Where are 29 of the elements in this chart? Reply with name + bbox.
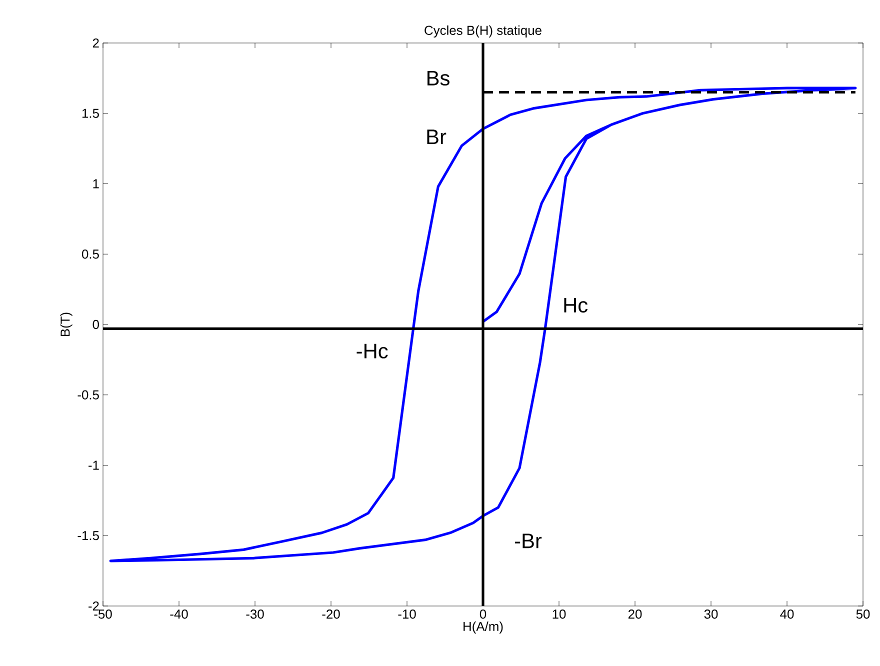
x-tick-label: 20 xyxy=(628,610,642,619)
y-axis-title: B(T) xyxy=(60,312,72,336)
line-series xyxy=(109,86,857,562)
annotation: Bs xyxy=(428,70,450,86)
x-tick-label: -20 xyxy=(322,610,340,619)
annotation: Br xyxy=(427,130,446,144)
y-tick-label: -1 xyxy=(88,460,99,470)
x-tick-label: -30 xyxy=(246,610,264,619)
y-tick-label: -1.5 xyxy=(78,531,99,540)
x-axis-title: H(A/m) xyxy=(464,622,503,634)
y-tick-label: 2 xyxy=(92,38,99,48)
chart-title: Cycles B(H) statique xyxy=(424,25,542,38)
x-tick-label: -50 xyxy=(94,610,112,619)
x-tick-label: 40 xyxy=(780,610,794,619)
y-tick-label: -2 xyxy=(88,601,99,611)
annotation: Hc xyxy=(564,298,588,313)
annotation: -Hc xyxy=(356,344,388,358)
x-tick-label: -40 xyxy=(170,610,188,619)
x-tick-label: 30 xyxy=(704,610,718,619)
x-tick-label: 0 xyxy=(480,610,486,619)
y-tick-label: -0.5 xyxy=(78,390,99,400)
x-tick-label: 50 xyxy=(856,610,870,619)
y-tick-label: 1 xyxy=(93,179,99,188)
x-tick-label: 10 xyxy=(552,610,566,619)
x-tick-label: -10 xyxy=(398,610,416,619)
y-tick-label: 1.5 xyxy=(82,108,99,118)
annotation: -Br xyxy=(514,534,542,548)
y-tick-label: 0.5 xyxy=(82,250,99,259)
y-tick-label: 0 xyxy=(92,320,99,330)
